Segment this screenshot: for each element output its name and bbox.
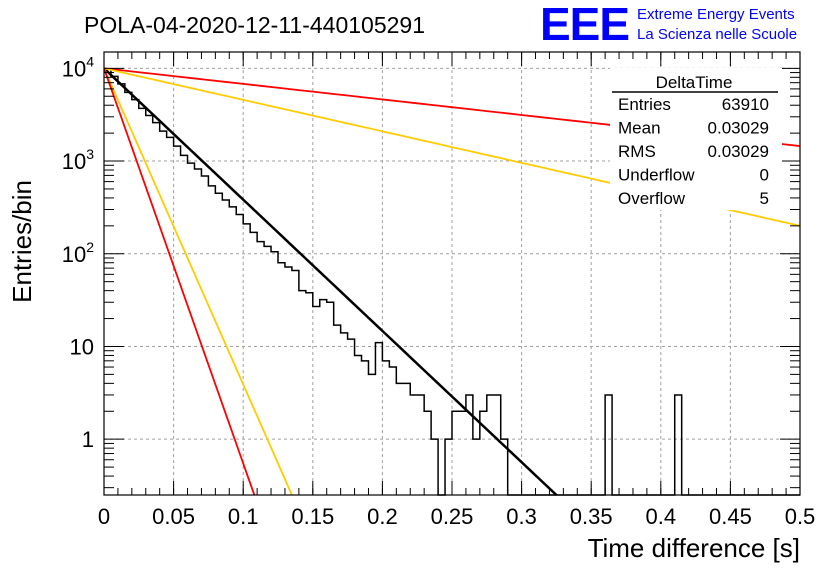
histogram-bin <box>382 361 389 495</box>
axis-ticks <box>103 52 801 495</box>
histogram-bin <box>605 395 612 495</box>
histogram-bin <box>675 395 682 495</box>
stats-label: RMS <box>618 142 656 161</box>
stats-value: 0 <box>760 166 769 185</box>
stats-label: Overflow <box>618 189 686 208</box>
y-tick-label: 104 <box>62 53 94 81</box>
histogram-bin <box>334 325 341 495</box>
series-line-3 <box>104 67 293 495</box>
histogram-bin <box>139 108 146 495</box>
series-line-4 <box>104 68 256 495</box>
y-axis-label: Entries/bin <box>7 180 37 303</box>
y-tick-label: 10 <box>70 334 94 359</box>
histogram-bin <box>181 155 188 495</box>
histogram-bin <box>452 411 459 495</box>
histogram-bin <box>299 291 306 495</box>
stats-label: Entries <box>618 95 671 114</box>
histogram-bin <box>194 169 201 495</box>
chart-title: POLA-04-2020-12-11-440105291 <box>84 12 425 38</box>
histogram-bin <box>410 395 417 495</box>
histogram-bin <box>473 439 480 495</box>
histogram-bin <box>188 163 195 495</box>
x-tick-label: 0.3 <box>506 504 537 529</box>
x-tick-label: 0.25 <box>431 504 474 529</box>
stats-box: DeltaTime Entries 63910 Mean 0.03029 RMS 0.03… <box>610 68 782 210</box>
histogram-bin <box>208 186 215 495</box>
x-tick-label: 0.45 <box>709 504 752 529</box>
x-tick-label: 0.1 <box>228 504 259 529</box>
histogram-bin <box>264 246 271 495</box>
x-tick-label: 0.5 <box>785 504 816 529</box>
histogram-bin <box>257 242 264 495</box>
histogram-bin <box>375 343 382 495</box>
x-tick-labels: 0 0.05 0.1 0.15 0.2 0.25 0.3 0.35 0.4 0.45 0.5 <box>98 504 815 529</box>
histogram-bin <box>424 411 431 495</box>
y-tick-labels: 1 10 102 103 104 <box>62 53 94 452</box>
histogram-bin <box>222 200 229 495</box>
stats-value: 0.03029 <box>708 119 769 138</box>
histogram-bin <box>285 267 292 495</box>
x-tick-label: 0.35 <box>570 504 613 529</box>
stats-value: 5 <box>760 189 769 208</box>
histogram-bin <box>278 263 285 495</box>
histogram-bin <box>362 361 369 495</box>
histogram-bin <box>389 367 396 495</box>
histogram-bin <box>355 355 362 495</box>
stats-name: DeltaTime <box>656 73 733 92</box>
logo-line1: Extreme Energy Events <box>637 6 795 23</box>
histogram-bin <box>111 76 118 495</box>
histogram-bin <box>271 252 278 495</box>
histogram-bin <box>118 84 125 495</box>
histogram-bin <box>292 270 299 495</box>
histogram-bin <box>313 306 320 495</box>
y-tick-label: 103 <box>62 146 94 174</box>
x-tick-label: 0.4 <box>646 504 677 529</box>
histogram-bin <box>306 293 313 495</box>
histogram-bin <box>341 333 348 495</box>
histogram-bin <box>348 339 355 495</box>
x-axis-label: Time difference [s] <box>588 533 800 563</box>
x-tick-label: 0.15 <box>291 504 334 529</box>
histogram-bin <box>215 193 222 495</box>
logo-line2: La Scienza nelle Scuole <box>637 26 797 43</box>
histogram-bin <box>174 146 181 495</box>
histogram-bin <box>494 395 501 495</box>
histogram-bin <box>320 300 327 495</box>
histogram-bin <box>201 176 208 495</box>
histogram-bin <box>125 92 132 495</box>
histogram-bin <box>445 439 452 495</box>
histogram-bin <box>417 395 424 495</box>
x-tick-label: 0.2 <box>367 504 398 529</box>
logo-text: EEE <box>540 0 629 50</box>
histogram-bin <box>368 374 375 495</box>
histogram-bin <box>229 207 236 495</box>
histogram-bin <box>487 395 494 495</box>
histogram-bin <box>160 131 167 495</box>
x-tick-label: 0.05 <box>152 504 195 529</box>
histogram-bin <box>327 302 334 495</box>
histogram-bin <box>243 224 250 495</box>
series-line-0 <box>104 67 559 495</box>
y-tick-label: 102 <box>62 239 94 267</box>
histogram-bin <box>431 439 438 495</box>
x-tick-label: 0 <box>98 504 110 529</box>
stats-value: 0.03029 <box>708 142 769 161</box>
y-tick-label: 1 <box>82 427 94 452</box>
stats-label: Underflow <box>618 166 695 185</box>
stats-value: 63910 <box>722 95 769 114</box>
histogram-bin <box>167 137 174 495</box>
histogram-bin <box>250 232 257 495</box>
histogram-bin <box>459 411 466 495</box>
stats-label: Mean <box>618 119 661 138</box>
